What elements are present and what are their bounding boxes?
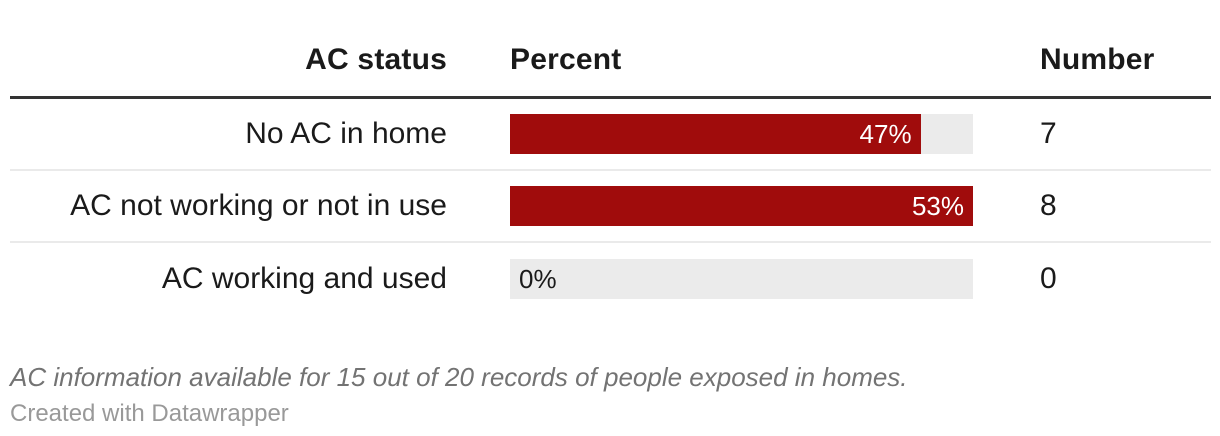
- table-row-ac-not-working: AC not working or not in use 53% 8: [10, 171, 1211, 243]
- footnote: AC information available for 15 out of 2…: [10, 362, 908, 392]
- header-percent: Percent: [510, 43, 622, 76]
- bar-value-label: 47%: [859, 119, 912, 149]
- bar-value-label: 53%: [911, 191, 964, 221]
- table-header-row: AC status Percent Number: [10, 0, 1211, 99]
- datawrapper-attribution[interactable]: Created with Datawrapper: [10, 400, 289, 427]
- number-value: 7: [1040, 117, 1057, 150]
- row-label: AC not working or not in use: [70, 189, 447, 222]
- ac-status-table: AC status Percent Number No AC in home 4…: [10, 0, 1211, 315]
- number-value: 0: [1040, 262, 1057, 295]
- row-label: No AC in home: [245, 117, 447, 150]
- table-row-ac-working: AC working and used 0% 0: [10, 243, 1211, 315]
- number-value: 8: [1040, 189, 1057, 222]
- header-ac-status: AC status: [305, 43, 447, 76]
- bar-track: 0%: [510, 259, 973, 299]
- bar-fill-ac-not-working: 53%: [510, 186, 973, 226]
- bar-value-label: 0%: [519, 264, 557, 294]
- row-label: AC working and used: [161, 262, 447, 295]
- bar-track: 47%: [510, 114, 973, 154]
- bar-fill-no-ac: 47%: [510, 114, 921, 154]
- table-row-no-ac: No AC in home 47% 7: [10, 99, 1211, 171]
- bar-track: 53%: [510, 186, 973, 226]
- header-number: Number: [1040, 43, 1155, 76]
